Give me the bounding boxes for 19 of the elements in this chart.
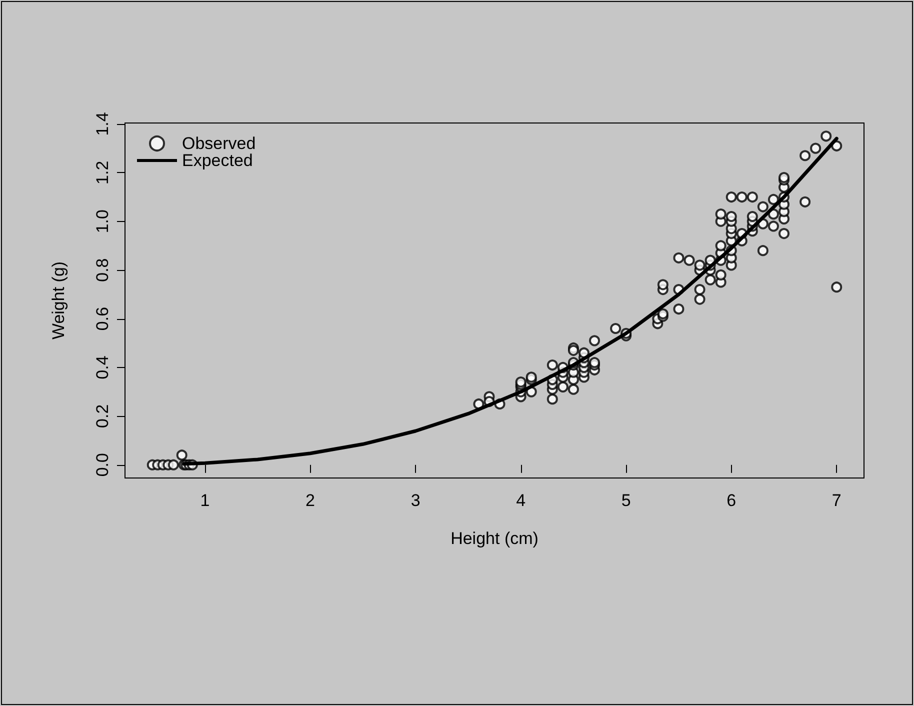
x-tick-label: 3 bbox=[410, 491, 420, 510]
x-tick-label: 2 bbox=[306, 491, 316, 510]
y-tick-label: 0.0 bbox=[93, 453, 112, 477]
x-tick-label: 1 bbox=[200, 491, 210, 510]
y-tick-label: 1.4 bbox=[93, 112, 112, 136]
y-tick-label: 0.6 bbox=[93, 306, 112, 331]
y-axis-title: Weight (g) bbox=[49, 261, 68, 340]
y-tick-label: 1.2 bbox=[93, 160, 112, 184]
x-axis-title: Height (cm) bbox=[450, 529, 538, 548]
legend-label: Expected bbox=[182, 151, 253, 170]
y-tick-label: 1.0 bbox=[93, 210, 112, 234]
legend-label: Observed bbox=[182, 134, 256, 153]
y-tick-label: 0.4 bbox=[93, 356, 112, 380]
y-tick-label: 0.8 bbox=[93, 258, 112, 282]
x-tick-label: 6 bbox=[726, 491, 736, 510]
x-tick-label: 5 bbox=[621, 491, 631, 510]
x-tick-label: 4 bbox=[516, 491, 526, 510]
x-tick-label: 7 bbox=[832, 491, 842, 510]
y-tick-label: 0.2 bbox=[93, 404, 112, 428]
